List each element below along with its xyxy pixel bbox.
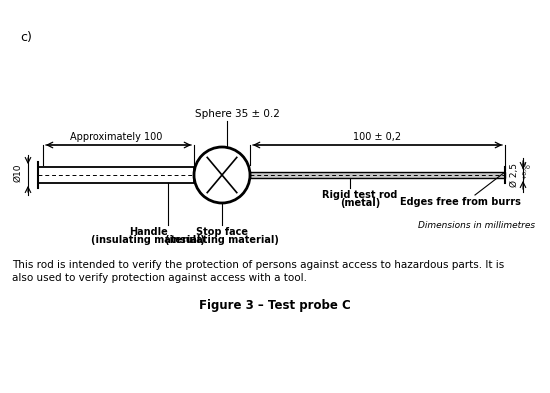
Text: Rigid test rod: Rigid test rod <box>322 190 398 200</box>
Text: (insulating material): (insulating material) <box>91 235 205 245</box>
Bar <box>38 167 194 183</box>
Text: Stop face: Stop face <box>196 227 248 237</box>
Text: Handle: Handle <box>129 227 167 237</box>
Text: (metal): (metal) <box>340 198 380 208</box>
Text: also used to verify protection against access with a tool.: also used to verify protection against a… <box>12 273 307 283</box>
Text: Ø10: Ø10 <box>14 164 23 182</box>
Text: Dimensions in millimetres: Dimensions in millimetres <box>418 220 535 230</box>
Bar <box>250 172 505 178</box>
Text: Ø 2,5: Ø 2,5 <box>510 163 520 187</box>
Text: 100 ± 0,2: 100 ± 0,2 <box>354 132 402 142</box>
Text: Figure 3 – Test probe C: Figure 3 – Test probe C <box>199 299 351 312</box>
Text: +0,05
    0: +0,05 0 <box>521 161 532 180</box>
Text: c): c) <box>20 31 32 44</box>
Text: Approximately 100: Approximately 100 <box>70 132 162 142</box>
Text: (insulating material): (insulating material) <box>165 235 279 245</box>
Text: Sphere 35 ± 0.2: Sphere 35 ± 0.2 <box>195 109 279 119</box>
Circle shape <box>194 147 250 203</box>
Text: Edges free from burrs: Edges free from burrs <box>399 197 520 207</box>
Text: This rod is intended to verify the protection of persons against access to hazar: This rod is intended to verify the prote… <box>12 260 504 270</box>
